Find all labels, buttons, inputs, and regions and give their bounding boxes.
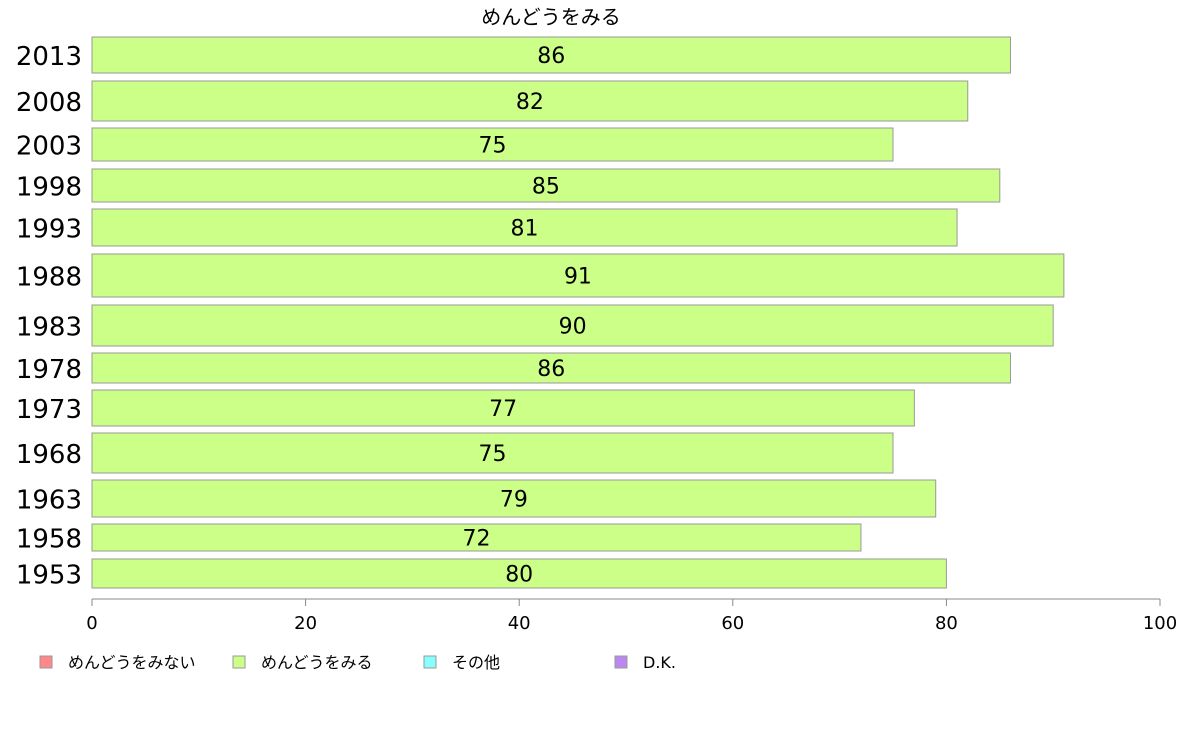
value-label-1978: 86: [537, 357, 565, 382]
bar-1993: [91, 208, 958, 247]
value-label-2003: 75: [479, 134, 507, 159]
x-tick-label-60: 60: [721, 613, 744, 634]
bar-1958: [91, 523, 862, 552]
x-tick-label-0: 0: [86, 613, 97, 634]
category-label-1998: 1998: [16, 173, 82, 203]
legend-swatch-3: [614, 655, 628, 669]
legend-swatch-0: [39, 655, 53, 669]
value-label-1963: 79: [500, 488, 528, 513]
chart-title: めんどうをみる: [481, 5, 620, 29]
bars-layer: 2013 86 2008 82 2003 75 1998 85 1993 81 1988 91 1983…: [16, 36, 1065, 591]
bar-2013: [91, 36, 1011, 74]
category-label-1988: 1988: [16, 263, 82, 293]
bar-1963: [91, 479, 937, 518]
x-tick-label-80: 80: [935, 613, 958, 634]
category-label-1978: 1978: [16, 355, 82, 385]
bar-1973: [91, 389, 915, 427]
bar-2003: [91, 127, 894, 162]
legend-label-2: その他: [452, 653, 500, 672]
bar-2008: [91, 80, 969, 122]
value-label-2013: 86: [537, 44, 565, 69]
value-label-1998: 85: [532, 175, 560, 200]
category-label-2013: 2013: [16, 42, 82, 72]
x-tick-label-40: 40: [508, 613, 531, 634]
legend-swatch-1: [232, 655, 246, 669]
value-label-1983: 90: [559, 315, 587, 340]
legend-label-0: めんどうをみない: [68, 653, 196, 672]
bar-1953: [91, 558, 947, 589]
x-tick-label-100: 100: [1143, 613, 1177, 634]
legend-label-3: D.K.: [643, 653, 676, 672]
category-label-1953: 1953: [16, 561, 82, 591]
category-label-2003: 2003: [16, 132, 82, 162]
x-axis: 0 20 40 60 80 100: [86, 598, 1177, 634]
value-label-1958: 72: [462, 527, 490, 552]
bar-1968: [91, 432, 894, 474]
category-label-1993: 1993: [16, 215, 82, 245]
legend: めんどうをみない めんどうをみる その他 D.K.: [39, 653, 676, 672]
value-label-1993: 81: [511, 217, 539, 242]
category-label-2008: 2008: [16, 88, 82, 118]
value-label-1973: 77: [489, 397, 517, 422]
value-label-1988: 91: [564, 265, 592, 290]
legend-swatch-2: [423, 655, 437, 669]
category-label-1958: 1958: [16, 525, 82, 555]
bar-1988: [91, 253, 1065, 298]
legend-label-1: めんどうをみる: [261, 653, 373, 672]
bar-1983: [91, 304, 1054, 347]
value-label-1953: 80: [505, 563, 533, 588]
category-label-1968: 1968: [16, 440, 82, 470]
category-label-1983: 1983: [16, 313, 82, 343]
value-label-1968: 75: [479, 442, 507, 467]
category-label-1963: 1963: [16, 486, 82, 516]
x-tick-label-20: 20: [294, 613, 317, 634]
value-label-2008: 82: [516, 90, 544, 115]
bar-1978: [91, 352, 1011, 384]
bar-1998: [91, 168, 1001, 203]
category-label-1973: 1973: [16, 395, 82, 425]
